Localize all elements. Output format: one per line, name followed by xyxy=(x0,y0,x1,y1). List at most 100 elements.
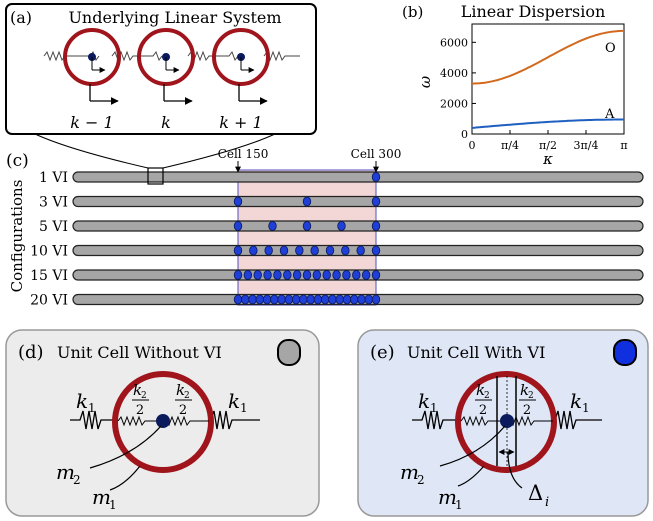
panel-a-cell-2 xyxy=(137,28,195,105)
vi-dot xyxy=(322,270,331,280)
svg-text:k: k xyxy=(476,381,485,399)
m2-leader xyxy=(89,425,162,469)
svg-text:2: 2 xyxy=(179,403,187,418)
vi-dot xyxy=(302,221,312,231)
vi-dot xyxy=(295,245,304,256)
vi-dot xyxy=(341,245,350,256)
acoustic-branch-label: A xyxy=(604,107,615,122)
outer-ring-icon xyxy=(112,371,214,473)
m2-leader xyxy=(439,425,506,467)
dispersion-xlabel: κ xyxy=(542,150,553,168)
configuration-row: 10 VI xyxy=(30,244,644,260)
svg-text:2: 2 xyxy=(479,403,487,418)
vi-dot xyxy=(352,270,361,280)
optical-branch-label: O xyxy=(605,41,616,56)
svg-text:k: k xyxy=(176,381,185,399)
svg-text:i: i xyxy=(545,495,549,510)
outer-ring-icon xyxy=(455,371,557,473)
vi-dot xyxy=(320,294,330,305)
cell-label-kp1: k + 1 xyxy=(219,113,262,132)
svg-text:1: 1 xyxy=(430,401,438,415)
zoom-box xyxy=(147,167,164,185)
configuration-row: 3 VI xyxy=(39,195,644,211)
vi-dot xyxy=(371,196,381,207)
m1-label: m 1 xyxy=(438,485,463,512)
cell-label-k: k xyxy=(161,113,171,132)
panel-b-title: Linear Dispersion xyxy=(461,2,606,21)
vi-dot xyxy=(342,294,352,305)
row-label: 5 VI xyxy=(39,219,68,235)
vi-dot xyxy=(233,270,243,280)
vi-dot xyxy=(342,270,351,280)
vi-dot xyxy=(270,294,279,305)
configuration-row: 5 VI xyxy=(39,219,644,235)
svg-text:1: 1 xyxy=(240,401,248,415)
vi-dot xyxy=(249,245,258,256)
vi-dot xyxy=(302,270,312,280)
panel-a-frame xyxy=(5,3,317,135)
x-tick-label: 0 xyxy=(469,139,476,152)
configuration-rows: 1 VI 3 VI 5 VI 10 VI 15 VI 20 VI xyxy=(30,170,644,309)
svg-text:2: 2 xyxy=(136,403,144,418)
vi-dot xyxy=(233,245,243,256)
vi-dot xyxy=(233,221,243,231)
vi-dot xyxy=(306,294,315,305)
panel-a-cell-1 xyxy=(63,28,121,105)
chain-bar xyxy=(72,171,644,183)
vi-dot xyxy=(292,270,302,280)
k1-label-right: k 1 xyxy=(228,389,248,415)
outer-spring-left xyxy=(412,410,456,430)
svg-text:m: m xyxy=(56,460,75,484)
acoustic-branch-line xyxy=(471,118,624,129)
gray-cell-swatch-icon xyxy=(277,339,301,366)
vi-dot xyxy=(279,245,289,256)
vi-dot xyxy=(371,221,381,231)
svg-text:2: 2 xyxy=(184,391,190,401)
k2-half-label-right: k 2 2 xyxy=(519,381,536,418)
configuration-row: 20 VI xyxy=(30,293,644,309)
outer-spring-right xyxy=(210,410,260,430)
svg-text:m: m xyxy=(92,485,111,509)
inner-mass-icon xyxy=(156,414,170,428)
svg-text:2: 2 xyxy=(484,391,490,401)
svg-text:1: 1 xyxy=(455,498,463,512)
svg-text:Δ: Δ xyxy=(528,481,543,505)
vi-dot xyxy=(264,245,273,256)
ring-icon xyxy=(212,28,270,86)
vi-dot xyxy=(299,294,308,305)
row-label: 15 VI xyxy=(30,268,68,284)
vi-dot xyxy=(313,294,323,305)
vi-dot xyxy=(337,221,346,231)
svg-text:k: k xyxy=(76,389,88,413)
vi-dot xyxy=(233,294,243,305)
row-label: 3 VI xyxy=(39,195,68,211)
ring-icon xyxy=(63,28,121,86)
vi-dot xyxy=(364,294,373,305)
delta-label: Δ i xyxy=(528,481,549,510)
svg-text:2: 2 xyxy=(417,473,425,487)
vi-dot xyxy=(255,294,264,305)
vi-dot xyxy=(277,294,286,305)
vi-dot xyxy=(350,294,359,305)
x-tick-label: π xyxy=(620,139,627,152)
svg-text:1: 1 xyxy=(109,498,117,512)
x-tick-label: 3π/4 xyxy=(574,139,599,152)
vi-dot xyxy=(371,294,381,305)
dispersion-plot-area xyxy=(471,23,625,135)
vi-dot xyxy=(241,294,250,305)
k1-label-right: k 1 xyxy=(570,389,590,415)
x-tick-label: π/2 xyxy=(539,139,557,152)
ring-icon xyxy=(137,28,195,86)
panel-a-spring-chain xyxy=(43,50,300,62)
vi-dot xyxy=(371,245,381,256)
panel-c-letter: (c) xyxy=(6,151,29,171)
m1-leader xyxy=(109,465,141,491)
outer-spring-right xyxy=(554,410,602,430)
svg-text:2: 2 xyxy=(73,473,81,487)
panel-e: (e) Unit Cell With VI k 1 k 1 k 2 2 k 2 xyxy=(357,329,649,517)
y-tick-label: 2000 xyxy=(440,97,468,110)
zoom-connector xyxy=(34,133,276,169)
panel-d-title: Unit Cell Without VI xyxy=(57,343,222,362)
k2-half-label-left: k 2 2 xyxy=(132,381,149,418)
vi-dot xyxy=(262,294,272,305)
